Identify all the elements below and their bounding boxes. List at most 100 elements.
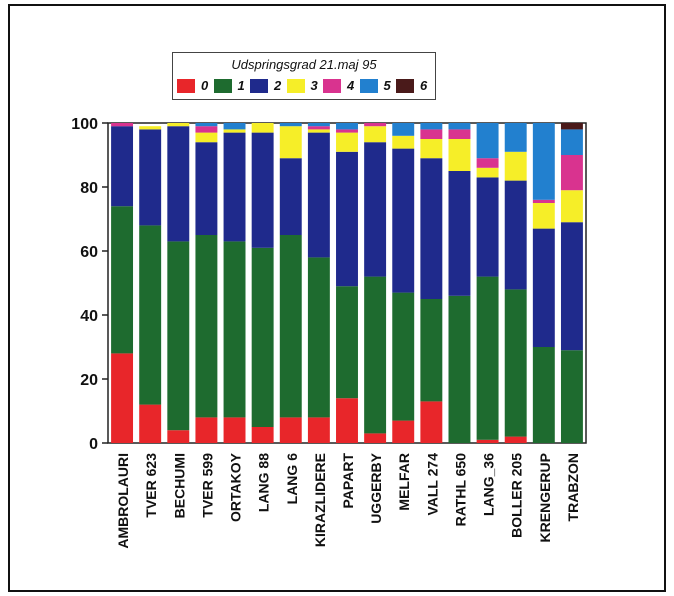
x-tick-label: AMBROLAURI: [115, 453, 131, 549]
bar-segment: [336, 123, 358, 130]
bar-segment: [251, 427, 274, 443]
bar-segment: [392, 420, 415, 443]
bar-segment: [560, 129, 583, 155]
bar-segment: [420, 401, 443, 443]
legend-label: 4: [347, 78, 355, 93]
bar-segment: [167, 123, 190, 127]
legend-swatch: [359, 79, 378, 93]
bar-segment: [251, 132, 274, 248]
bar-segment: [307, 129, 330, 133]
x-tick-label: BECHUMI: [171, 453, 187, 518]
legend-label: 1: [237, 78, 245, 93]
x-tick-label: VALL 274: [424, 453, 440, 516]
bar-segment: [336, 151, 358, 287]
bar-segment: [139, 129, 162, 226]
bar-segment: [111, 353, 134, 443]
bar-segment: [167, 241, 190, 431]
bar-segment: [532, 123, 555, 200]
bar-segment: [420, 123, 443, 130]
bar-segment: [448, 129, 471, 139]
x-tick-label: TVER 623: [143, 453, 159, 518]
x-tick-label: PAPART: [340, 453, 356, 509]
legend: Udspringsgrad 21.maj 95 0 1 2 3 4 5 6: [172, 52, 436, 100]
x-tick-label: LANG 6: [284, 453, 300, 505]
bar-segment: [111, 206, 134, 354]
bar-segment: [336, 132, 358, 152]
bar-segment: [364, 433, 387, 443]
bar-segment: [139, 126, 162, 130]
bar-segment: [307, 132, 330, 258]
y-tick-label: 80: [80, 180, 98, 197]
bar-segment: [476, 158, 499, 168]
bar-segment: [420, 139, 443, 159]
bar-segment: [223, 132, 246, 242]
bar-segment: [195, 126, 218, 133]
y-tick-label: 0: [89, 436, 98, 453]
y-tick-label: 40: [80, 308, 98, 325]
y-tick-label: 100: [71, 116, 98, 133]
bar-segment: [560, 222, 583, 351]
bar-segment: [560, 123, 583, 130]
bar-segment: [336, 129, 358, 133]
bar-segment: [195, 132, 218, 143]
bar-segment: [251, 247, 274, 427]
x-tick-label: LANG 88: [256, 453, 272, 512]
bar-segment: [336, 286, 358, 399]
legend-swatch: [250, 79, 268, 93]
x-tick-label: TRABZON: [565, 453, 581, 521]
legend-label: 6: [420, 78, 428, 93]
x-tick-label: KRENGERUP: [537, 453, 553, 542]
bar-segment: [279, 123, 302, 127]
chart-frame: 0 20 40 60 80 100 AMBROLAURI TVER 623 BECHUMI TVE…: [8, 4, 666, 592]
x-tick-label: UGGERBY: [368, 452, 384, 523]
legend-swatch: [323, 79, 341, 93]
bar-segment: [392, 123, 415, 136]
bar-segment: [223, 417, 246, 443]
bar-segment: [532, 203, 555, 229]
x-tick-label: LANG_36: [481, 453, 497, 516]
bar-segment: [195, 123, 218, 127]
bar-segment: [420, 158, 443, 299]
bar-segment: [392, 148, 415, 293]
y-tick-label: 60: [80, 244, 98, 261]
bar-segment: [364, 123, 387, 127]
bar-segment: [476, 123, 499, 159]
bar-segment: [307, 417, 330, 443]
bar-segment: [392, 292, 415, 421]
bar-segment: [167, 126, 190, 242]
x-tick-label: KIRAZLIDERE: [312, 453, 328, 547]
legend-title: Udspringsgrad 21.maj 95: [231, 57, 377, 72]
legend-swatch: [213, 79, 232, 93]
bar-segment: [532, 347, 555, 443]
bar-segment: [364, 126, 387, 143]
bar-segment: [364, 276, 387, 434]
bar-segment: [476, 167, 499, 178]
x-tick-label: MELFAR: [396, 453, 412, 511]
stacked-bar-chart: 0 20 40 60 80 100 AMBROLAURI TVER 623 BECHUMI TVE…: [71, 116, 587, 549]
legend-swatch: [286, 79, 305, 93]
x-tick-label: ORTAKOY: [228, 452, 244, 522]
bar-segment: [279, 235, 302, 418]
x-tick-label: TVER 599: [199, 453, 215, 518]
bar-segment: [195, 235, 218, 418]
bar-segment: [504, 180, 527, 290]
bar-segment: [223, 241, 246, 418]
legend-swatch: [177, 79, 195, 93]
bar-segment: [279, 417, 302, 443]
bar-segment: [560, 350, 583, 443]
bar-segment: [476, 177, 499, 277]
legend-label: 5: [383, 78, 391, 93]
bar-segment: [504, 123, 527, 152]
bar-segment: [336, 398, 358, 443]
legend-label: 3: [310, 78, 318, 93]
bar-segment: [111, 123, 134, 127]
bar-segment: [307, 257, 330, 418]
bar-segment: [560, 190, 583, 223]
legend-swatch: [396, 79, 414, 93]
bar-segment: [504, 289, 527, 437]
x-tick-label: RATHL 650: [452, 453, 468, 527]
bar-segment: [251, 123, 274, 133]
legend-label: 0: [201, 78, 209, 93]
bar-segment: [532, 199, 555, 203]
bar-segment: [364, 142, 387, 277]
